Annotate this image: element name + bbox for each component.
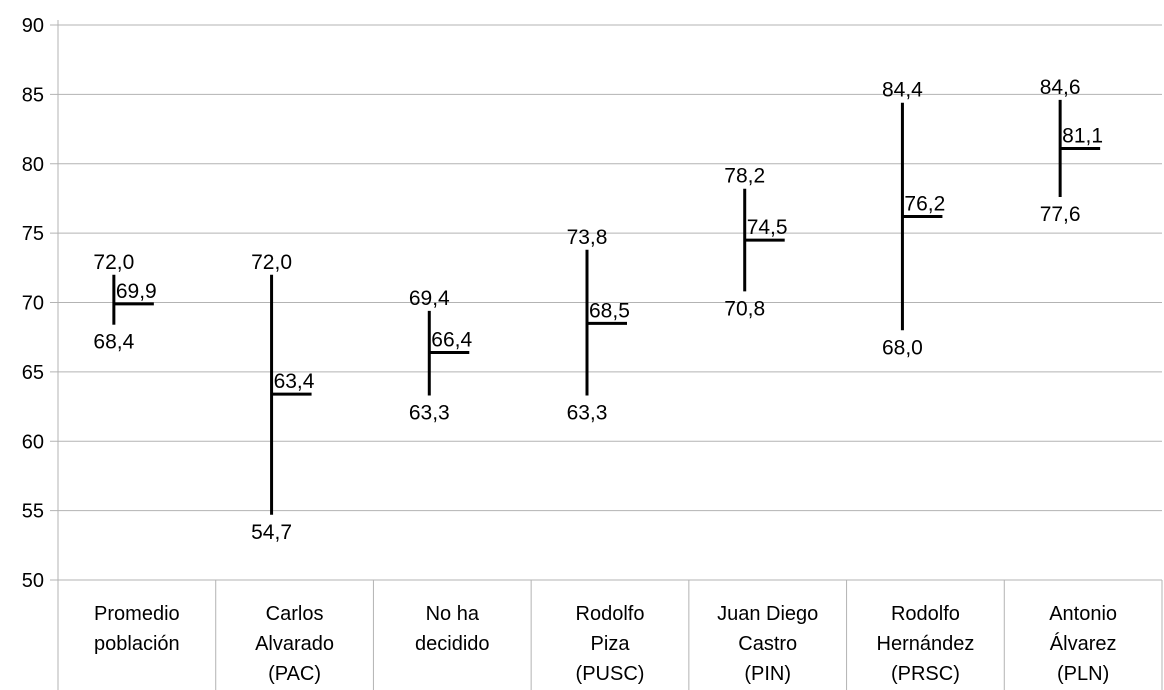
y-tick-label: 65 (22, 362, 44, 384)
high-value-label: 84,6 (1040, 76, 1081, 99)
low-value-label: 63,3 (567, 401, 608, 424)
category-label-line: Rodolfo (891, 603, 960, 625)
y-tick-label: 80 (22, 154, 44, 176)
mean-value-label: 63,4 (274, 370, 315, 393)
y-tick-label: 50 (22, 570, 44, 592)
gridlines (50, 24, 1162, 581)
low-value-label: 68,0 (882, 336, 923, 359)
category-label-line: Alvarado (255, 633, 334, 655)
mean-value-label: 76,2 (904, 192, 945, 215)
high-value-label: 69,4 (409, 287, 450, 310)
range-markers (112, 99, 1101, 515)
y-tick-label: 60 (22, 431, 44, 453)
category-label-line: población (94, 633, 180, 655)
category-label-line: (PUSC) (576, 663, 645, 685)
data-labels: 72,0 68,4 69,9 72,0 54,7 63,4 69,4 63,3 66,4 73,8… (93, 76, 1103, 544)
category-label: Juan Diego Castro (PIN) (717, 603, 818, 685)
category-label-line: (PAC) (268, 663, 321, 685)
axes (57, 20, 1163, 690)
category-label-line: Castro (738, 633, 797, 655)
high-value-label: 72,0 (251, 251, 292, 274)
mean-value-label: 74,5 (747, 216, 788, 239)
category-label: No ha decidido (415, 603, 490, 655)
category-label-line: (PLN) (1057, 663, 1109, 685)
category-label-line: Carlos (266, 603, 324, 625)
category-label-line: Juan Diego (717, 603, 818, 625)
category-label-line: Hernández (877, 633, 975, 655)
category-label-line: Piza (591, 633, 631, 655)
y-tick-label: 75 (22, 223, 44, 245)
category-label-line: decidido (415, 633, 490, 655)
category-label-line: (PRSC) (891, 663, 960, 685)
low-value-label: 70,8 (724, 297, 765, 320)
low-value-label: 77,6 (1040, 203, 1081, 226)
category-label-line: (PIN) (744, 663, 791, 685)
y-axis-tick-labels: 50 55 60 65 70 75 80 85 90 (22, 15, 44, 592)
y-tick-label: 55 (22, 501, 44, 523)
y-tick-label: 90 (22, 15, 44, 37)
category-label: Rodolfo Hernández (PRSC) (877, 603, 975, 685)
category-label: Antonio Álvarez (PLN) (1049, 603, 1117, 685)
high-value-label: 73,8 (567, 226, 608, 249)
category-label-line: Rodolfo (576, 603, 645, 625)
high-value-label: 72,0 (93, 251, 134, 274)
category-label: Rodolfo Piza (PUSC) (576, 603, 645, 685)
category-label-line: Promedio (94, 603, 180, 625)
category-label-line: Álvarez (1050, 632, 1117, 655)
y-tick-label: 70 (22, 293, 44, 315)
category-label: Promedio población (94, 603, 180, 655)
mean-value-label: 69,9 (116, 280, 157, 303)
category-label: Carlos Alvarado (PAC) (255, 603, 334, 685)
category-labels: Promedio población Carlos Alvarado (PAC) No h… (94, 603, 1117, 685)
low-value-label: 63,3 (409, 401, 450, 424)
category-label-line: No ha (426, 603, 480, 625)
low-value-label: 54,7 (251, 521, 292, 544)
y-tick-label: 85 (22, 84, 44, 106)
high-value-label: 84,4 (882, 79, 923, 102)
high-value-label: 78,2 (724, 165, 765, 188)
low-value-label: 68,4 (93, 331, 134, 354)
mean-value-label: 66,4 (431, 328, 472, 351)
mean-value-label: 68,5 (589, 299, 630, 322)
mean-value-label: 81,1 (1062, 124, 1103, 147)
category-label-line: Antonio (1049, 603, 1117, 625)
